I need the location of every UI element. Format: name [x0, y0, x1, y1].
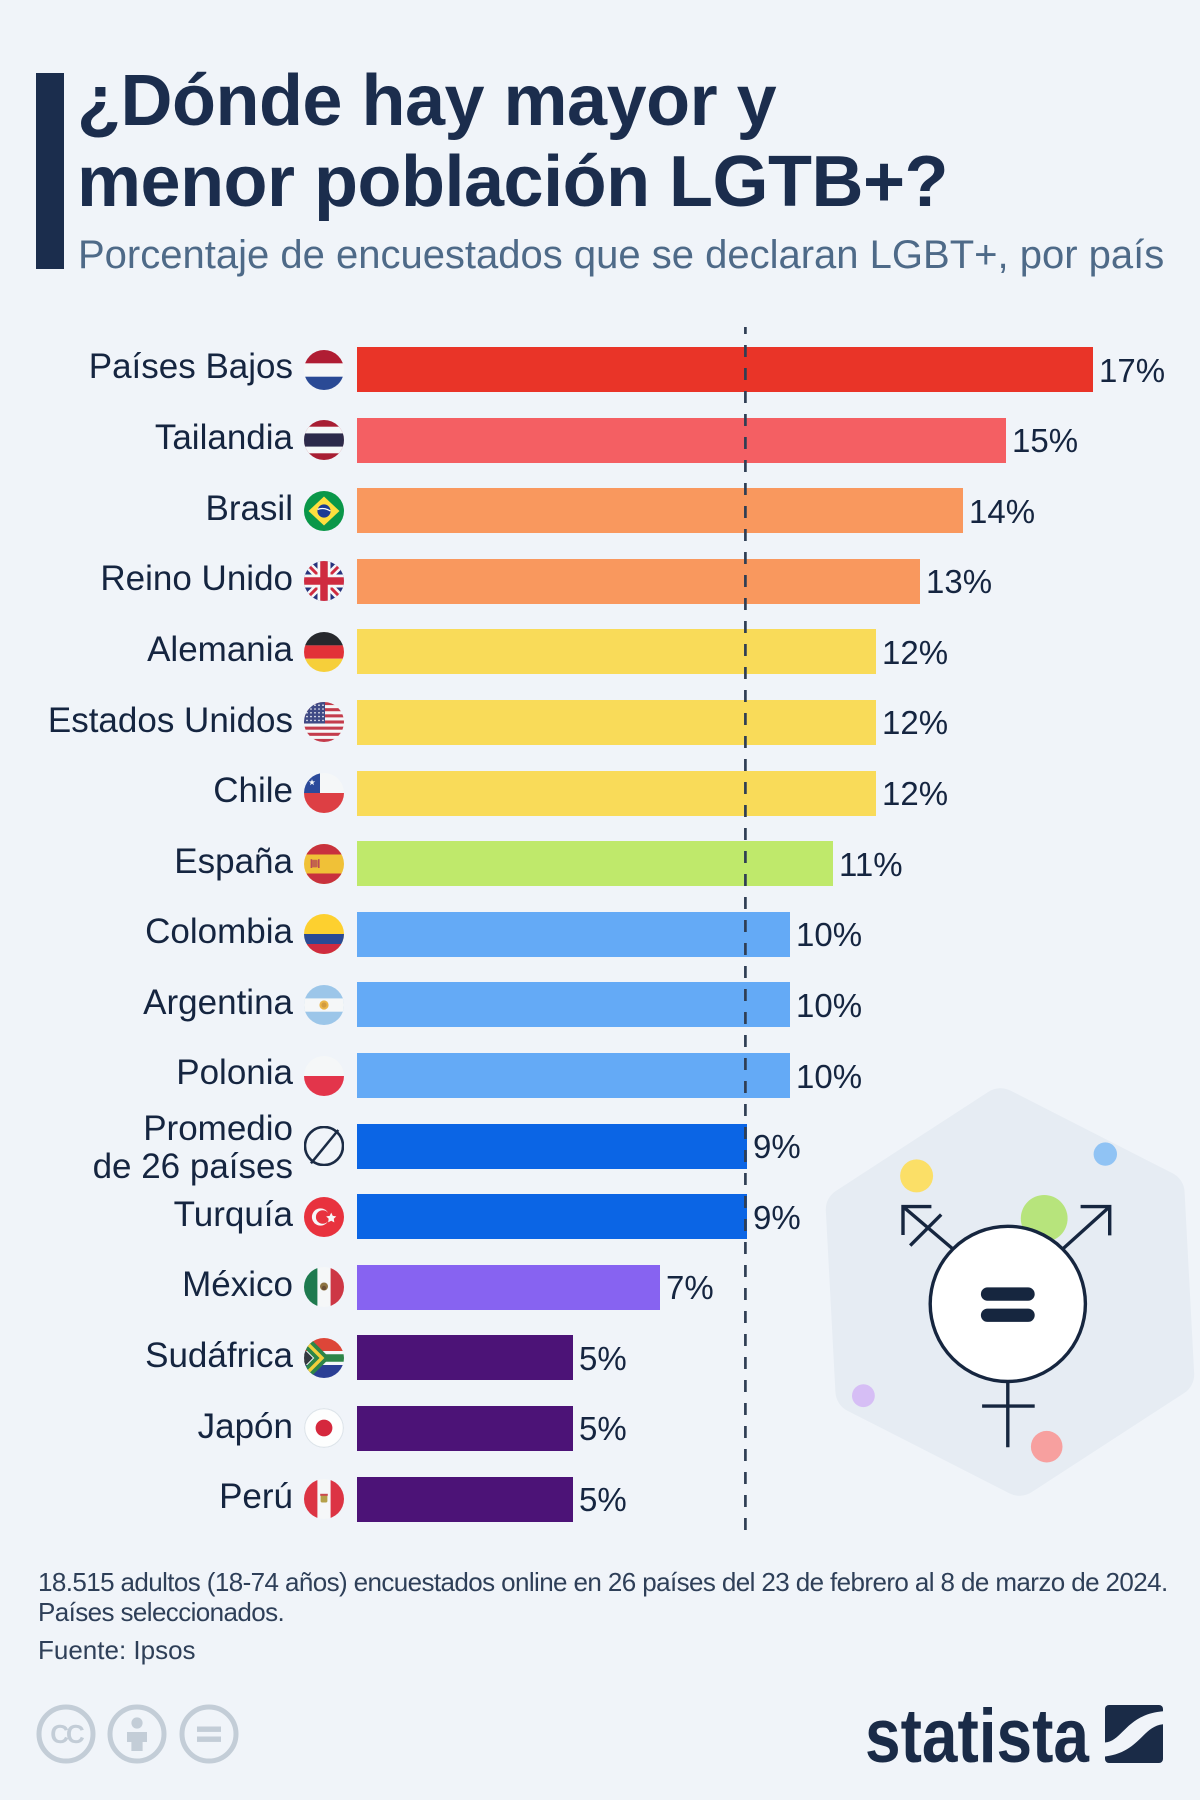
svg-text:CC: CC	[50, 1719, 85, 1749]
svg-text:statista: statista	[866, 1695, 1090, 1775]
